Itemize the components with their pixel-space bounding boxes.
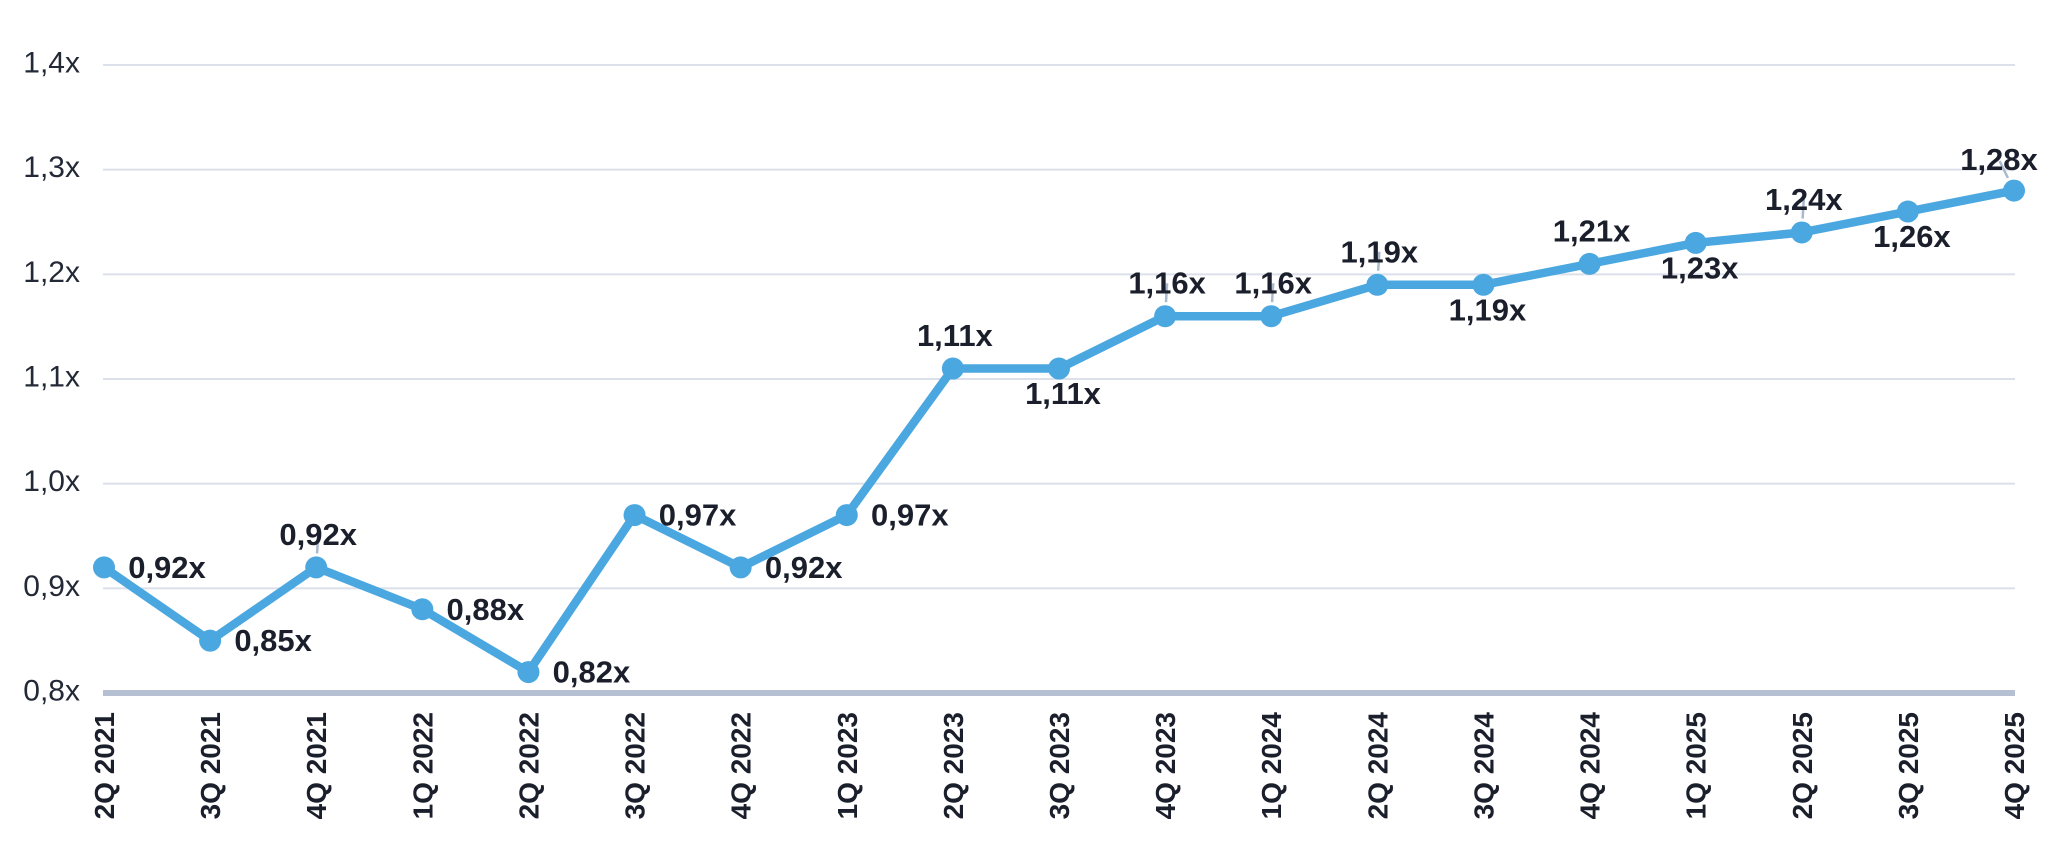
data-point-label: 1,11x [917, 318, 994, 353]
y-tick-label: 1,1x [23, 361, 80, 394]
data-point [1260, 305, 1283, 328]
data-point [1154, 305, 1177, 328]
data-point-label: 0,97x [659, 498, 737, 533]
x-tick-label-group: 1Q 2024 [1256, 712, 1287, 820]
x-tick-label: 3Q 2021 [195, 712, 226, 819]
x-tick-label-group: 4Q 2025 [1999, 712, 2030, 819]
x-tick-label: 2Q 2022 [513, 712, 544, 819]
data-point-label: 0,92x [128, 550, 206, 585]
x-tick-label: 4Q 2025 [1999, 712, 2030, 819]
x-tick-label: 2Q 2024 [1362, 712, 1393, 820]
x-tick-label-group: 2Q 2023 [938, 712, 969, 819]
data-point-label: 0,85x [234, 623, 312, 658]
label-leader-line [1270, 283, 1275, 303]
data-point [2003, 179, 2025, 202]
data-point [1472, 273, 1495, 296]
x-tick-label-group: 4Q 2024 [1575, 712, 1606, 820]
x-tick-label: 3Q 2022 [620, 712, 651, 819]
data-point [1366, 273, 1389, 296]
data-point-label: 1,28x [1960, 142, 2038, 177]
label-leader-line [1376, 251, 1381, 271]
data-point [1684, 231, 1707, 254]
x-tick-label-group: 4Q 2022 [726, 712, 757, 819]
data-point-label: 0,92x [279, 517, 357, 552]
x-tick-label: 4Q 2022 [726, 712, 757, 819]
label-leader-line [1164, 283, 1169, 303]
x-tick-label: 3Q 2025 [1893, 712, 1924, 819]
data-point [1048, 357, 1070, 380]
y-tick-label: 0,8x [23, 675, 80, 708]
x-tick-label: 2Q 2021 [89, 712, 120, 819]
data-point-label: 1,24x [1765, 182, 1843, 217]
data-point-label: 1,23x [1661, 250, 1739, 285]
x-tick-label-group: 3Q 2023 [1044, 712, 1075, 819]
data-point-label: 0,82x [553, 655, 631, 690]
x-tick-label: 4Q 2021 [301, 712, 332, 819]
data-point-label: 1,16x [1234, 266, 1312, 301]
x-tick-label: 3Q 2023 [1044, 712, 1075, 819]
y-tick-label: 1,3x [23, 151, 80, 184]
data-point [305, 556, 328, 579]
label-leader-line [1801, 199, 1806, 219]
x-tick-label-group: 3Q 2024 [1468, 712, 1499, 820]
x-tick-label: 1Q 2023 [832, 712, 863, 819]
x-tick-label: 1Q 2025 [1681, 712, 1712, 819]
x-tick-label-group: 4Q 2023 [1150, 712, 1181, 819]
x-tick-label: 4Q 2024 [1575, 712, 1606, 820]
x-tick-label-group: 2Q 2024 [1362, 712, 1393, 820]
data-point [1578, 252, 1601, 275]
data-point [835, 504, 858, 527]
label-leader-line [315, 534, 320, 554]
x-tick-label: 3Q 2024 [1468, 712, 1499, 820]
data-point-label: 1,21x [1553, 213, 1631, 248]
x-tick-label-group: 1Q 2023 [832, 712, 863, 819]
x-tick-label-group: 1Q 2025 [1681, 712, 1712, 819]
x-tick-label-group: 2Q 2022 [513, 712, 544, 819]
x-tick-label-group: 2Q 2025 [1787, 712, 1818, 819]
data-point-label: 1,11x [1025, 376, 1102, 411]
data-point [517, 661, 540, 684]
x-tick-label-group: 3Q 2025 [1893, 712, 1924, 819]
data-point [93, 556, 115, 579]
x-tick-label-group: 1Q 2022 [407, 712, 438, 819]
x-tick-label: 1Q 2024 [1256, 712, 1287, 820]
data-point-label: 1,19x [1341, 234, 1419, 269]
data-point [411, 598, 434, 621]
y-tick-label: 0,9x [23, 570, 80, 603]
x-tick-label: 2Q 2025 [1787, 712, 1818, 819]
data-point-label: 1,26x [1873, 219, 1951, 254]
data-point [1896, 200, 1919, 223]
data-point-label: 0,88x [447, 592, 525, 627]
data-point [941, 357, 964, 380]
x-tick-label-group: 2Q 2021 [89, 712, 120, 819]
x-tick-label: 4Q 2023 [1150, 712, 1181, 819]
data-point-label: 1,19x [1449, 292, 1527, 327]
x-tick-label: 1Q 2022 [407, 712, 438, 819]
data-point [729, 556, 752, 579]
y-tick-label: 1,4x [23, 47, 80, 80]
x-tick-label-group: 3Q 2022 [620, 712, 651, 819]
x-tick-label: 2Q 2023 [938, 712, 969, 819]
data-point [1790, 221, 1813, 244]
data-point-label: 0,97x [871, 498, 949, 533]
label-leader-line [1998, 160, 2010, 179]
y-tick-label: 1,0x [23, 465, 80, 498]
data-point-label: 0,92x [765, 550, 843, 585]
data-point [199, 629, 222, 652]
x-tick-label-group: 3Q 2021 [195, 712, 226, 819]
data-point-label: 1,16x [1128, 266, 1206, 301]
x-tick-label-group: 4Q 2021 [301, 712, 332, 819]
y-tick-label: 1,2x [23, 256, 80, 289]
data-point [623, 504, 646, 527]
